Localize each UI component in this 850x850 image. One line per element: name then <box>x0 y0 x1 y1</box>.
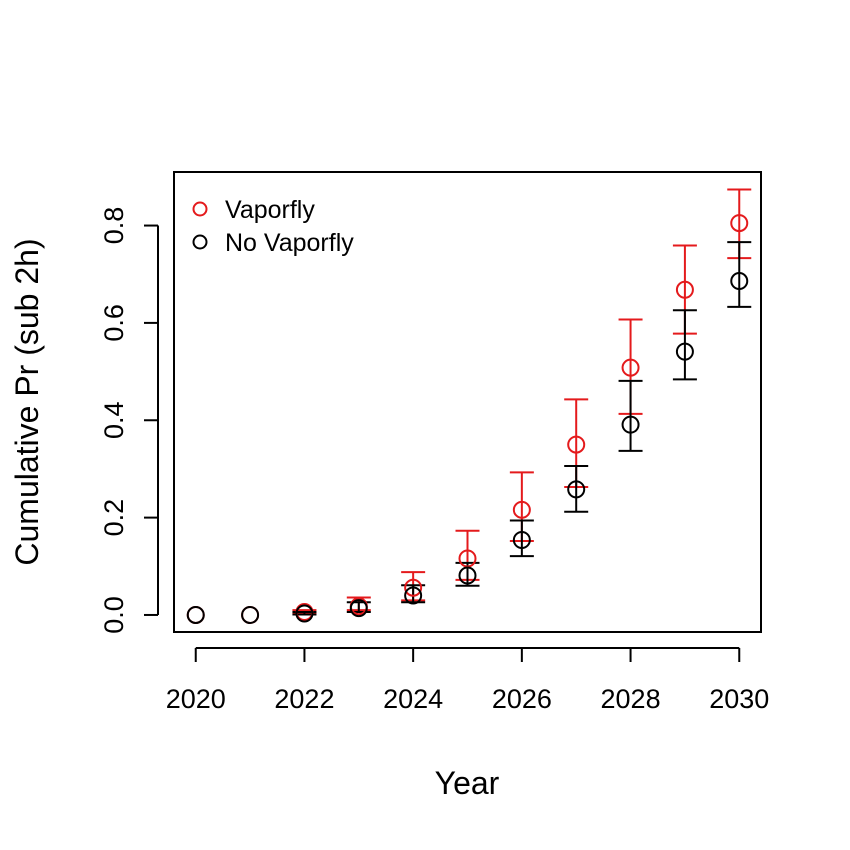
data-point <box>458 549 477 568</box>
y-axis: 0.0 0.2 0.4 0.6 0.8 <box>99 207 159 634</box>
data-point <box>567 480 586 499</box>
data-point <box>404 586 423 605</box>
data-point <box>295 604 314 623</box>
y-tick-label: 0.8 <box>99 207 129 245</box>
y-tick-label: 0.4 <box>99 401 129 439</box>
data-point <box>621 358 640 377</box>
x-tick-label: 2030 <box>709 684 769 714</box>
x-tick-label: 2020 <box>166 684 226 714</box>
legend-marker <box>192 234 208 250</box>
data-point <box>241 605 260 624</box>
data-point <box>512 531 531 549</box>
data-marks <box>186 188 752 624</box>
legend-label: No Vaporfly <box>225 229 354 257</box>
data-point <box>512 500 531 519</box>
x-axis-title: Year <box>435 765 500 801</box>
x-tick-label: 2022 <box>274 684 334 714</box>
data-point <box>567 435 586 454</box>
x-tick-label: 2028 <box>601 684 661 714</box>
data-point <box>730 214 749 233</box>
plot-frame <box>173 171 762 633</box>
y-tick-label: 0.0 <box>99 596 129 634</box>
legend-label: Vaporfly <box>225 196 315 224</box>
y-tick-label: 0.2 <box>99 499 129 537</box>
data-point <box>675 280 694 299</box>
x-axis: 2020 2022 2024 2026 2028 2030 <box>166 647 769 714</box>
legend-marker <box>192 201 208 217</box>
data-point <box>349 599 368 618</box>
data-point <box>675 342 694 361</box>
legend: Vaporfly No Vaporfly <box>192 196 354 257</box>
y-tick-label: 0.6 <box>99 304 129 342</box>
data-point <box>730 272 749 291</box>
data-point <box>186 605 205 624</box>
points-no-vaporfly <box>186 272 749 624</box>
data-point <box>404 578 423 597</box>
x-tick-label: 2026 <box>492 684 552 714</box>
data-point <box>458 566 477 585</box>
data-point <box>621 415 640 434</box>
x-tick-label: 2024 <box>383 684 443 714</box>
y-axis-title: Cumulative Pr (sub 2h) <box>9 238 45 565</box>
